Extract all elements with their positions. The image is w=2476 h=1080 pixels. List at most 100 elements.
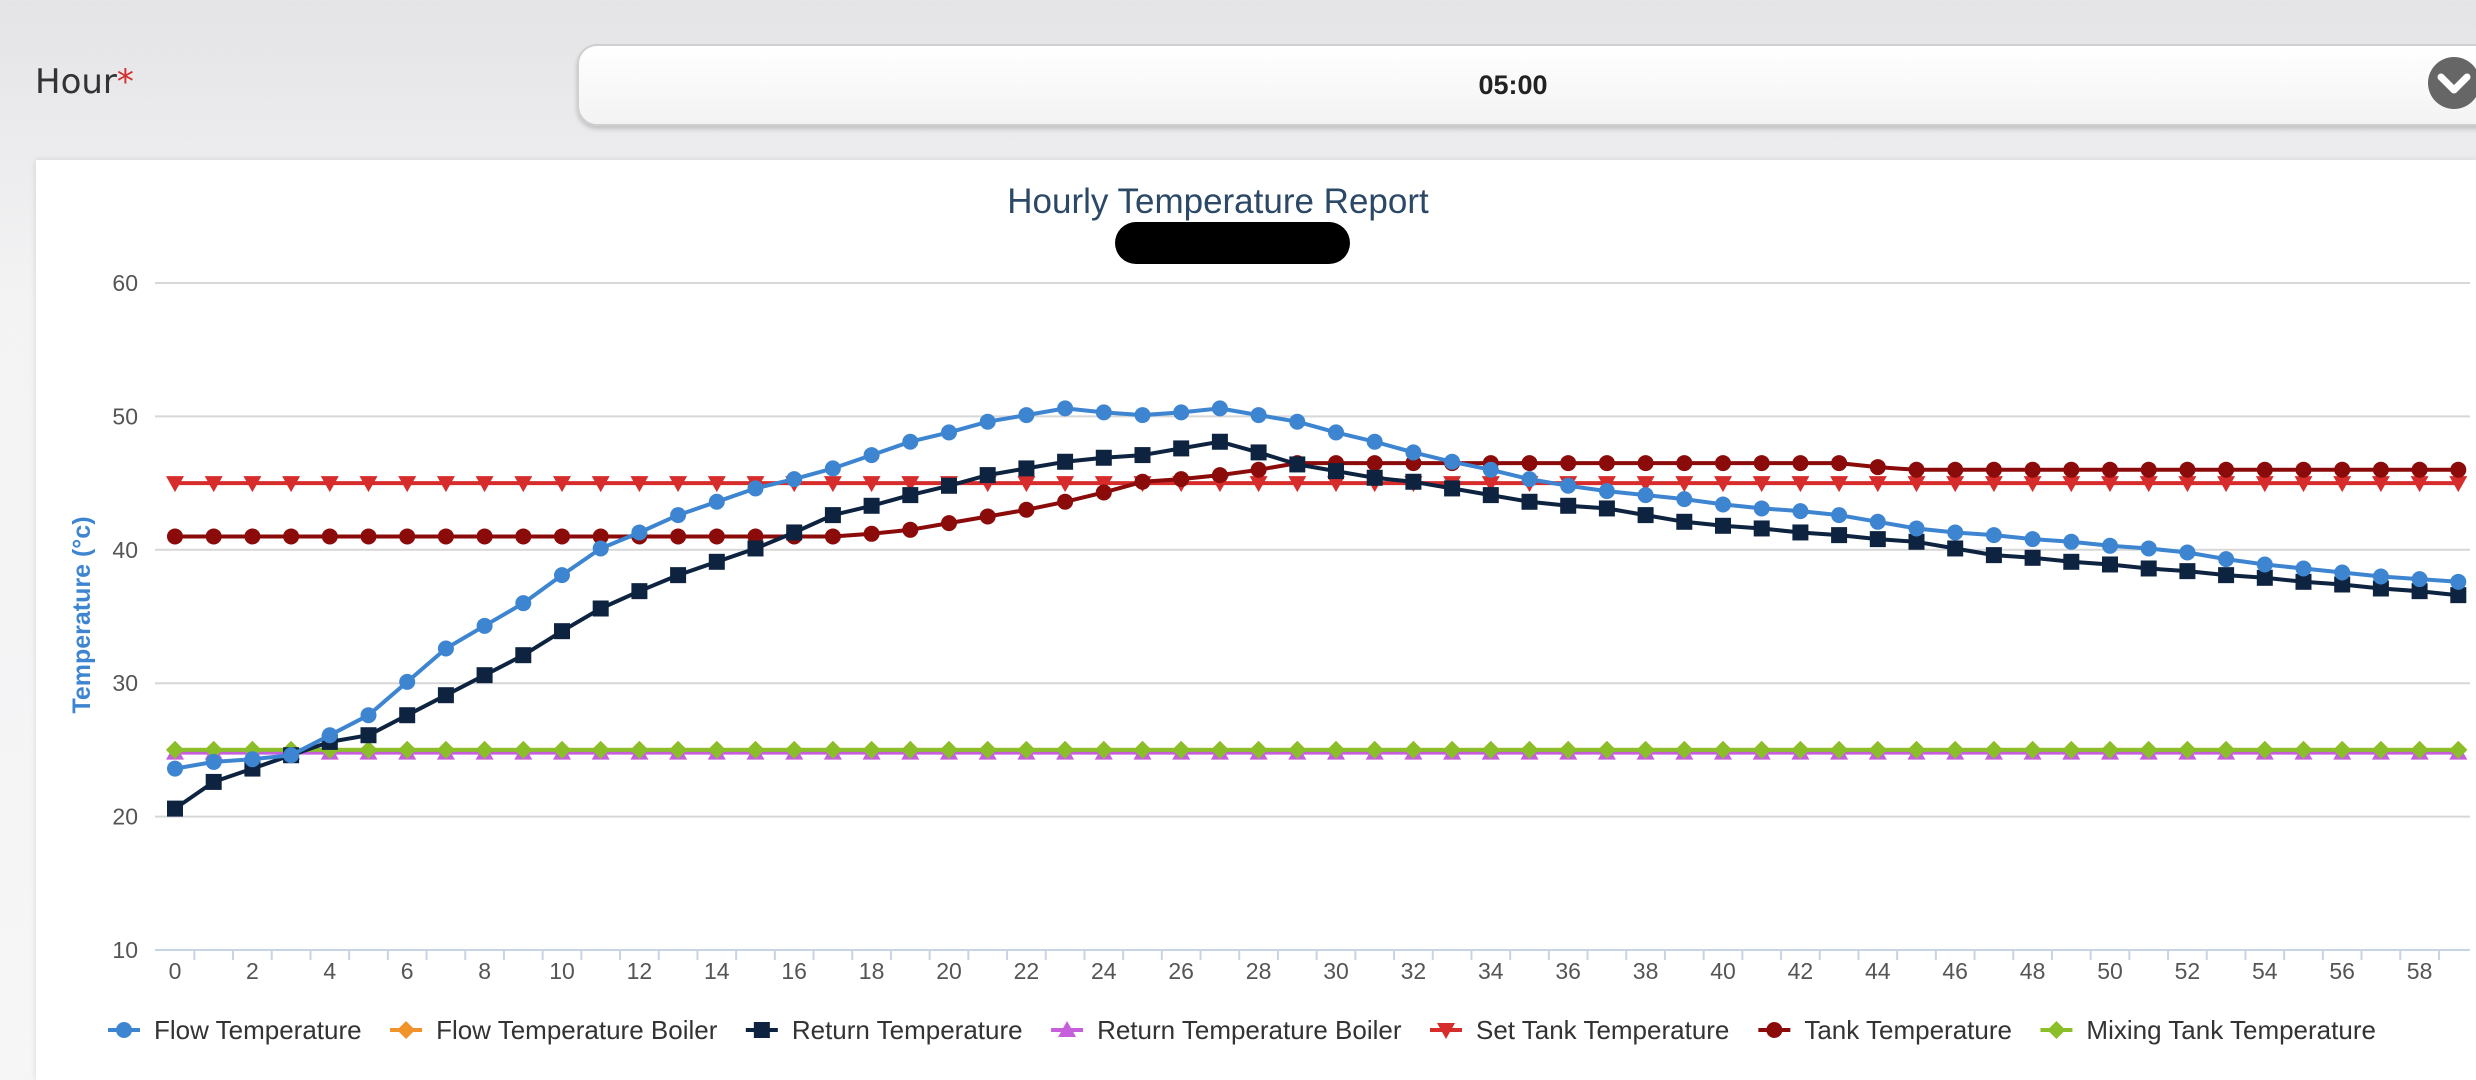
data-point <box>1868 476 1887 493</box>
y-axis-ticks: 10 20 30 40 50 60 <box>112 270 138 963</box>
data-point <box>2179 544 2196 561</box>
data-point <box>1753 455 1770 472</box>
legend-swatch-marker <box>1766 1022 1783 1038</box>
data-point <box>1288 476 1307 493</box>
data-point <box>1752 476 1771 493</box>
data-point <box>1017 740 1036 759</box>
data-point <box>321 528 338 545</box>
x-tick-label: 20 <box>936 958 962 984</box>
x-tick-label: 10 <box>549 958 575 984</box>
data-point <box>978 740 997 759</box>
x-tick-label: 0 <box>169 958 182 984</box>
data-point <box>2334 461 2351 478</box>
data-point <box>2295 560 2312 577</box>
data-point <box>941 515 957 532</box>
data-point <box>167 528 183 545</box>
data-point <box>1831 527 1848 544</box>
legend-item: Mixing Tank Temperature <box>2040 1015 2376 1045</box>
data-point <box>1869 459 1886 476</box>
data-point <box>553 476 571 493</box>
data-point <box>1985 547 2002 564</box>
x-tick-label: 24 <box>1091 958 1117 984</box>
data-point <box>475 740 494 759</box>
data-point <box>2024 461 2041 478</box>
data-point <box>475 476 494 493</box>
data-point <box>1715 455 1731 472</box>
data-point <box>1830 476 1849 493</box>
data-point <box>592 540 609 557</box>
x-tick-label: 14 <box>704 958 730 984</box>
data-point <box>1560 497 1577 514</box>
series-flow-temperature <box>167 400 2467 777</box>
data-point <box>359 740 378 759</box>
data-point <box>747 528 764 545</box>
data-point <box>1831 507 1848 524</box>
data-point <box>2023 740 2042 759</box>
x-tick-label: 28 <box>1246 958 1272 984</box>
data-point <box>205 528 222 545</box>
legend-label: Return Temperature <box>792 1015 1023 1045</box>
y-tick-label: 50 <box>112 403 138 429</box>
data-point <box>2062 476 2081 493</box>
data-point <box>824 507 841 524</box>
data-point <box>515 647 532 664</box>
data-point <box>2218 567 2235 584</box>
data-point <box>1095 449 1112 466</box>
hour-select-value: 05:00 <box>1478 70 1548 100</box>
data-point <box>1094 476 1113 493</box>
legend-swatch-marker <box>116 1022 132 1038</box>
required-mark: * <box>116 62 134 102</box>
data-point <box>2334 576 2351 593</box>
data-point <box>166 476 184 493</box>
legend-swatch-marker <box>397 1021 416 1039</box>
data-point <box>1289 456 1306 473</box>
data-point <box>1056 740 1075 759</box>
hour-select[interactable]: 05:00 <box>577 44 2476 126</box>
data-point <box>670 567 687 584</box>
y-tick-label: 10 <box>112 937 138 963</box>
data-point <box>2410 740 2429 759</box>
data-point <box>244 751 261 768</box>
chevron-down-icon[interactable] <box>2428 57 2476 109</box>
data-point <box>437 640 454 657</box>
data-point <box>1172 740 1191 759</box>
data-point <box>707 740 726 759</box>
series-return-temperature <box>167 433 2467 817</box>
legend-label: Return Temperature Boiler <box>1097 1015 1402 1045</box>
data-point <box>941 424 957 441</box>
data-point <box>902 521 919 538</box>
data-point <box>398 740 417 759</box>
data-point <box>1249 740 1268 759</box>
legend: Flow Temperature Flow Temperature Boiler R… <box>108 1015 2376 1045</box>
data-point <box>204 740 223 759</box>
data-point <box>1752 740 1771 759</box>
data-point <box>554 623 570 640</box>
series-tank-temperature <box>167 455 2467 545</box>
data-point <box>1443 740 1462 759</box>
redaction-mark <box>1115 222 1350 264</box>
data-point <box>1327 740 1345 759</box>
legend-swatch-marker <box>1058 1021 1077 1037</box>
chevron-down-icon-glyph <box>2437 73 2471 94</box>
data-point <box>1289 413 1306 430</box>
data-point <box>1753 520 1770 537</box>
data-point <box>1482 487 1499 504</box>
data-point <box>1908 461 1925 478</box>
data-point <box>2102 556 2118 573</box>
hour-label: Hour* <box>35 62 134 102</box>
data-point <box>862 740 881 759</box>
data-point <box>2294 476 2313 493</box>
data-point <box>1637 487 1654 504</box>
data-point <box>1520 740 1539 759</box>
legend-swatch-marker <box>753 1022 770 1038</box>
data-point <box>2139 740 2158 759</box>
x-axis: 0 2 4 6 8 10 12 14 16 18 20 22 24 26 28 30 32 34 36 38 40 42 4… <box>169 950 2440 984</box>
data-point <box>1134 447 1151 464</box>
legend-label: Flow Temperature Boiler <box>436 1015 718 1045</box>
data-point <box>1249 476 1268 493</box>
data-point <box>167 760 183 777</box>
data-point <box>205 773 222 790</box>
data-point <box>1521 493 1538 510</box>
data-point <box>515 528 532 545</box>
data-point <box>1908 533 1925 550</box>
